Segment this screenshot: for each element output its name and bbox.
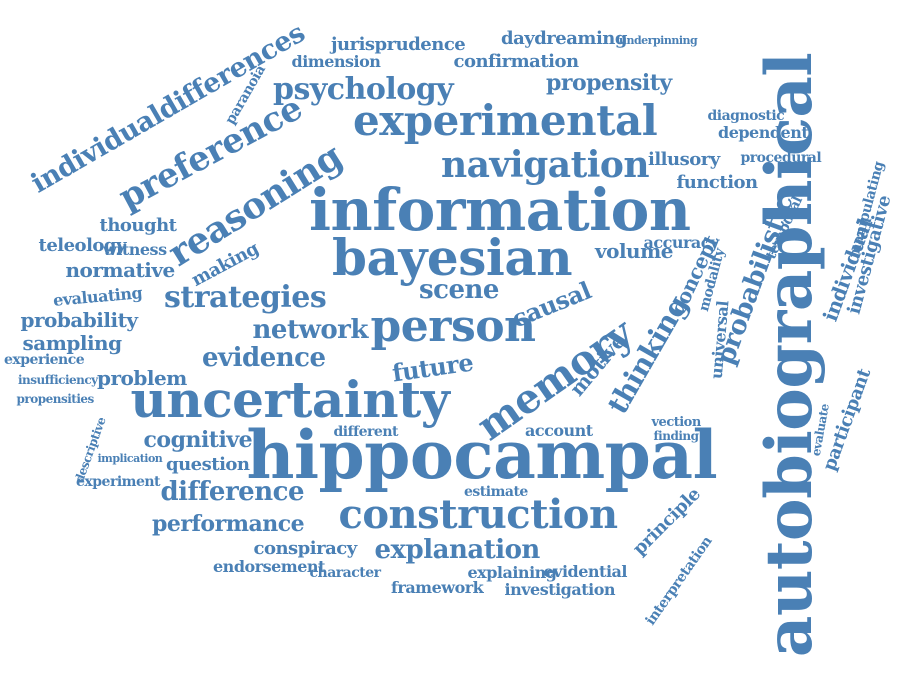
word-strategies: strategies <box>164 280 327 315</box>
word-accuracy: accuracy <box>643 233 720 252</box>
word-bayesian: bayesian <box>332 228 573 287</box>
word-normative: normative <box>65 258 176 282</box>
word-underpinning: underpinning <box>619 33 698 47</box>
word-thought: thought <box>99 215 177 236</box>
word-evidential: evidential <box>543 562 628 581</box>
word-future: future <box>389 347 475 388</box>
word-function: function <box>676 172 759 193</box>
word-character: character <box>309 565 382 581</box>
word-illusory: illusory <box>648 149 720 170</box>
word-performance: performance <box>152 511 305 537</box>
word-probability: probability <box>20 308 138 332</box>
word-volume: volume <box>595 239 674 263</box>
word-explanation: explanation <box>374 535 541 565</box>
word-experience: experience <box>4 352 85 368</box>
word-daydreaming: daydreaming <box>501 28 627 49</box>
word-teleology: teleology <box>38 235 127 256</box>
word-implication: implication <box>97 451 163 465</box>
word-finding: finding <box>653 429 700 443</box>
word-evaluating: evaluating <box>51 283 143 310</box>
word-experimental: experimental <box>353 96 658 145</box>
word-confirmation: confirmation <box>453 51 580 72</box>
word-difference: difference <box>160 477 305 507</box>
word-investigation: investigation <box>504 580 616 599</box>
word-evidence: evidence <box>202 343 326 373</box>
word-navigation: navigation <box>441 144 650 186</box>
word-endorsement: endorsement <box>213 557 325 576</box>
word-autobiographical: autobiographical <box>752 52 828 658</box>
word-jurisprudence: jurisprudence <box>331 34 466 55</box>
word-dimension: dimension <box>291 52 381 71</box>
word-procedural: procedural <box>740 150 822 166</box>
word-construction: construction <box>338 491 619 538</box>
word-explaining: explaining <box>467 563 557 582</box>
word-sampling: sampling <box>22 331 123 355</box>
word-framework: framework <box>391 578 484 597</box>
word-uncertainty: uncertainty <box>130 370 450 429</box>
word-witness: witness <box>103 240 167 259</box>
word-vection: vection <box>651 414 702 430</box>
word-information: information <box>309 176 691 244</box>
word-problem: problem <box>97 366 187 390</box>
word-cognitive: cognitive <box>143 427 253 453</box>
word-question: question <box>166 454 250 475</box>
word-dependent: dependent <box>718 123 809 142</box>
word-account: account <box>525 421 593 440</box>
word-universal: universal <box>706 300 733 380</box>
word-person: person <box>370 301 537 352</box>
word-insufficiency: insufficiency <box>18 373 98 387</box>
word-diagnostic: diagnostic <box>707 108 785 124</box>
word-experiment: experiment <box>76 474 161 490</box>
word-network: network <box>252 315 369 345</box>
word-different: different <box>333 424 399 440</box>
word-hippocampal: hippocampal <box>246 416 718 494</box>
word-estimate: estimate <box>464 484 528 500</box>
word-psychology: psychology <box>273 72 454 107</box>
word-propensity: propensity <box>546 70 672 96</box>
word-conspiracy: conspiracy <box>253 538 358 559</box>
word-scene: scene <box>419 275 499 305</box>
word-propensities: propensities <box>16 392 95 406</box>
